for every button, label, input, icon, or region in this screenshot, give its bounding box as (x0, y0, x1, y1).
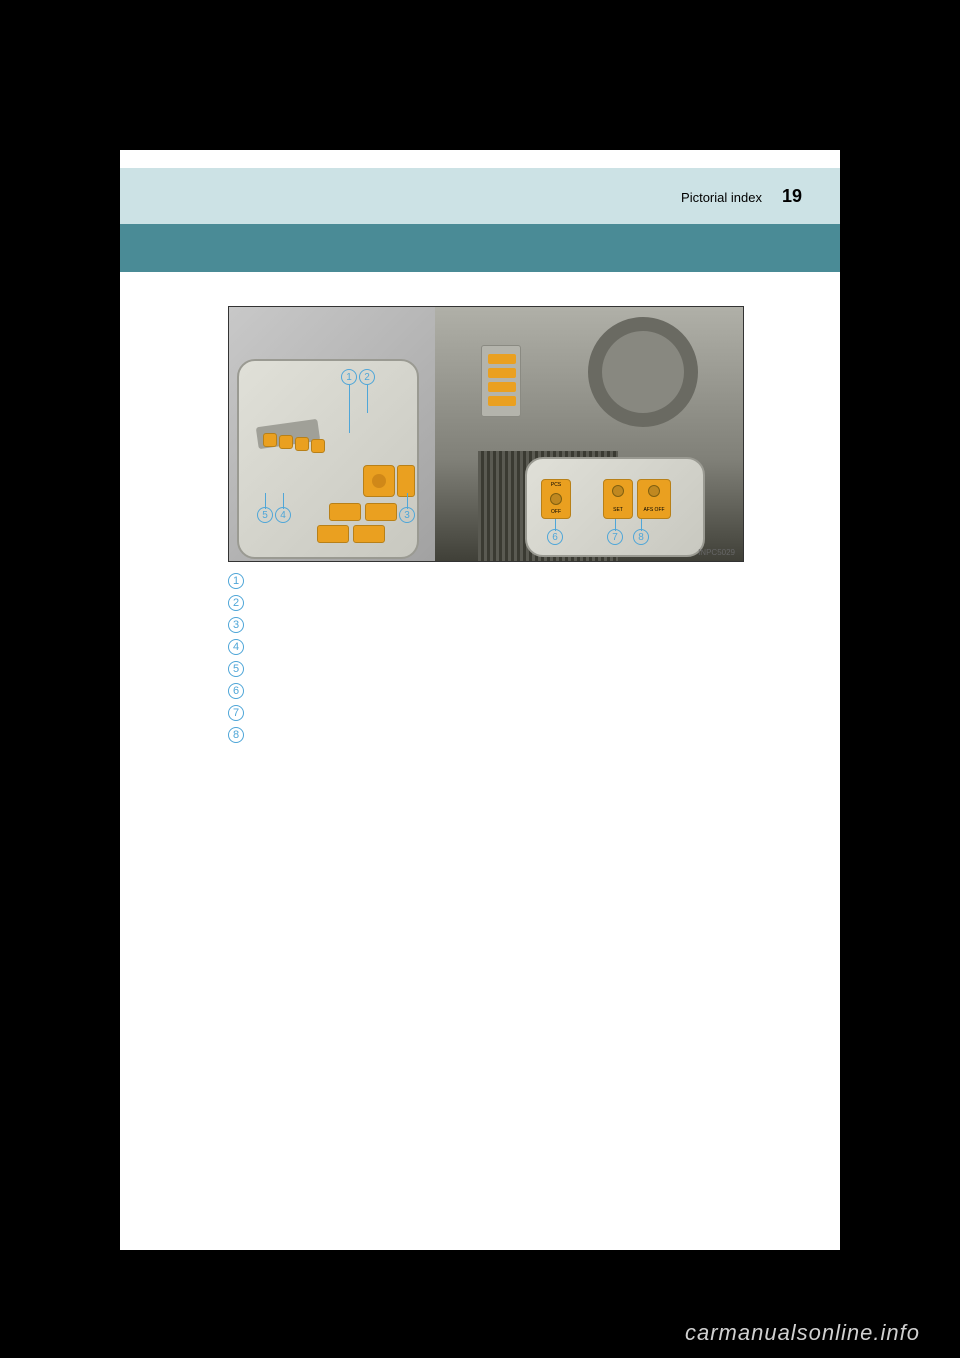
page-number: 19 (782, 186, 802, 207)
callout-7: 7 (607, 529, 623, 545)
list-item: 6 (228, 680, 744, 702)
list-item: 8 (228, 724, 744, 746)
set-button: SET (603, 479, 633, 519)
mirror-switch (363, 465, 395, 497)
leader-line (367, 385, 368, 413)
pcs-off-button: PCS OFF (541, 479, 571, 519)
leader-line (555, 519, 556, 531)
button-bottom-label: OFF (551, 510, 561, 515)
list-item: 3 (228, 614, 744, 636)
list-number-badge: 4 (228, 639, 244, 655)
image-reference-code: INPC5029 (698, 548, 735, 557)
button-bottom-label: SET (613, 508, 623, 513)
window-switch (317, 525, 349, 543)
index-list: 1 2 3 4 5 6 7 8 (228, 570, 744, 746)
memory-seat-button (295, 437, 309, 451)
page-header: Pictorial index 19 (681, 186, 802, 207)
button-bottom-label: AFS OFF (643, 508, 664, 513)
list-number-badge: 3 (228, 617, 244, 633)
afs-off-button: AFS OFF (637, 479, 671, 519)
memory-seat-button (311, 439, 325, 453)
window-switch (365, 503, 397, 521)
list-number-badge: 6 (228, 683, 244, 699)
pictorial-diagram: PCS OFF SET AFS OFF 1 2 3 4 5 6 7 8 (228, 306, 744, 562)
door-lock-switch (397, 465, 415, 497)
leader-line (615, 519, 616, 531)
callout-6: 6 (547, 529, 563, 545)
overview-btn (488, 354, 516, 364)
memory-seat-button (263, 433, 277, 447)
door-switch-overview (481, 345, 521, 417)
leader-line (641, 519, 642, 531)
callout-2: 2 (359, 369, 375, 385)
overview-btn (488, 382, 516, 392)
manual-page: Pictorial index 19 (120, 150, 840, 1250)
header-band-dark (120, 224, 840, 272)
window-switch (353, 525, 385, 543)
list-item: 5 (228, 658, 744, 680)
list-item: 2 (228, 592, 744, 614)
overview-btn (488, 368, 516, 378)
list-number-badge: 8 (228, 727, 244, 743)
callout-3: 3 (399, 507, 415, 523)
list-item: 1 (228, 570, 744, 592)
callout-5: 5 (257, 507, 273, 523)
callout-8: 8 (633, 529, 649, 545)
leader-line (283, 493, 284, 509)
button-indicator (612, 485, 624, 497)
list-item: 7 (228, 702, 744, 724)
button-indicator (550, 493, 562, 505)
header-section-label: Pictorial index (681, 190, 762, 205)
leader-line (265, 493, 266, 509)
leader-line (407, 493, 408, 509)
callout-1: 1 (341, 369, 357, 385)
list-item: 4 (228, 636, 744, 658)
list-number-badge: 1 (228, 573, 244, 589)
leader-line (349, 385, 350, 433)
memory-seat-button (279, 435, 293, 449)
list-number-badge: 5 (228, 661, 244, 677)
list-number-badge: 2 (228, 595, 244, 611)
window-switch (329, 503, 361, 521)
list-number-badge: 7 (228, 705, 244, 721)
steering-wheel (588, 317, 698, 427)
watermark-text: carmanualsonline.info (685, 1320, 920, 1346)
button-top-label: PCS (551, 483, 561, 488)
callout-4: 4 (275, 507, 291, 523)
button-indicator (648, 485, 660, 497)
door-panel-inset (237, 359, 419, 559)
overview-btn (488, 396, 516, 406)
